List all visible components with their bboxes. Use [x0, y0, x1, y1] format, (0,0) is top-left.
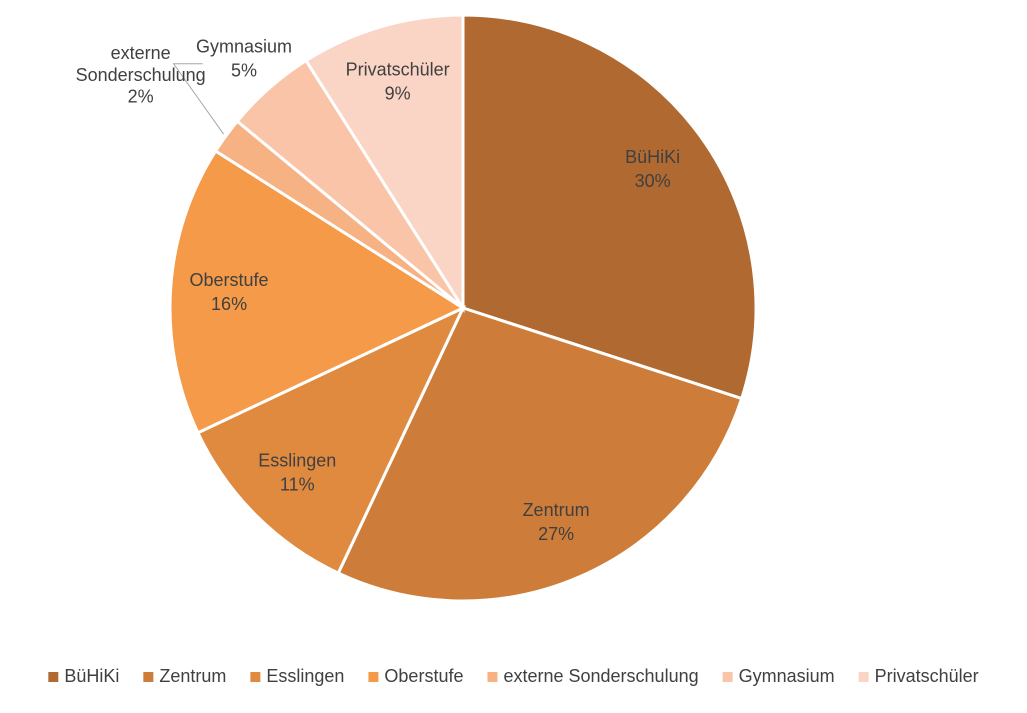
data-label: Esslingen — [258, 450, 336, 470]
legend-swatch — [250, 672, 261, 682]
data-label: 2% — [128, 87, 154, 107]
pie-slice — [461, 13, 758, 401]
pie-slice — [303, 13, 465, 314]
data-label: 30% — [635, 171, 671, 191]
data-label: Oberstufe — [190, 270, 269, 290]
legend-swatch — [48, 672, 59, 682]
legend-label: BüHiKi — [64, 666, 119, 686]
legend-swatch — [858, 672, 869, 682]
data-label: BüHiKi — [625, 147, 680, 167]
legend: BüHiKi Zentrum Esslingen Oberstufe externe S… — [48, 666, 979, 686]
pie-slice — [168, 148, 467, 435]
legend-swatch — [722, 672, 733, 682]
data-label: 11% — [280, 474, 315, 494]
label-line: Sonderschulung — [76, 65, 206, 85]
legend-swatch — [487, 672, 498, 682]
legend-label: Oberstufe — [384, 666, 463, 686]
legend-swatch — [143, 672, 154, 682]
legend-label: Gymnasium — [739, 666, 835, 686]
data-label: 5% — [231, 60, 257, 80]
pie-slice — [336, 306, 744, 603]
label-line: externe — [111, 43, 171, 63]
data-label: externe Sonderschulung — [76, 43, 206, 85]
data-label: Privatschüler — [346, 60, 450, 80]
data-label: 16% — [211, 294, 247, 314]
leader-line — [172, 63, 224, 135]
data-label: Gymnasium — [196, 36, 292, 56]
data-label: 9% — [385, 84, 411, 104]
data-label: 27% — [538, 524, 574, 544]
legend-label: Zentrum — [159, 666, 226, 686]
legend-label: Esslingen — [266, 666, 344, 686]
data-label: Zentrum — [523, 500, 590, 520]
legend-swatch — [368, 672, 379, 682]
legend-label: Privatschüler — [875, 666, 979, 686]
legend-label: externe Sonderschulung — [503, 666, 698, 686]
pie-slice — [195, 304, 467, 576]
